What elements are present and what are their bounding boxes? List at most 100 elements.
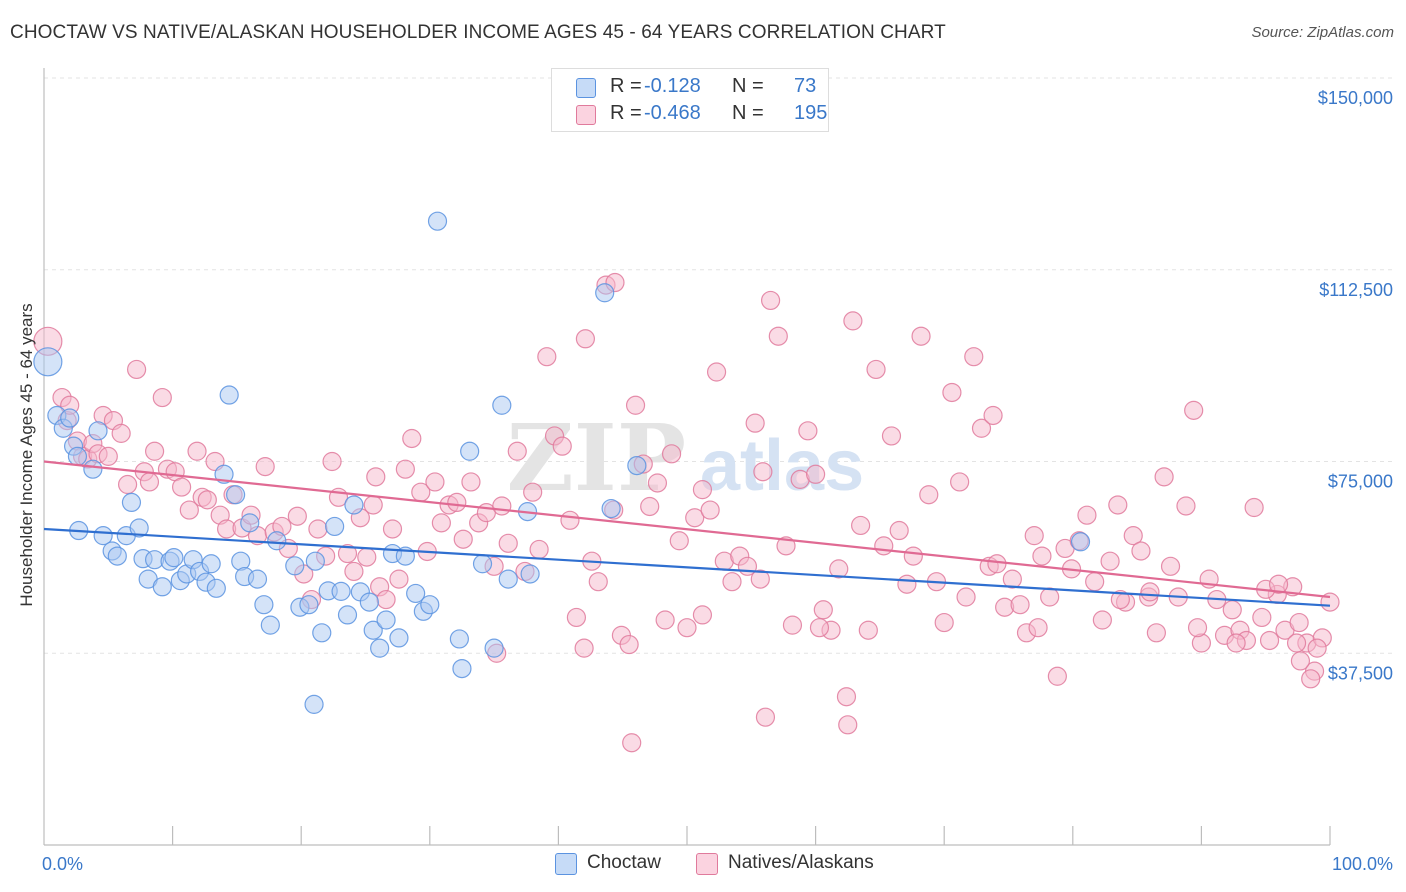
data-point — [164, 548, 184, 568]
data-point — [498, 533, 518, 553]
data-point — [1226, 633, 1246, 653]
data-point — [197, 490, 217, 510]
data-point — [359, 592, 379, 612]
data-point — [950, 472, 970, 492]
data-point — [376, 589, 396, 610]
data-point — [574, 638, 594, 658]
data-point — [1289, 612, 1309, 633]
data-point — [507, 441, 527, 461]
data-point — [144, 441, 165, 461]
data-point — [219, 385, 239, 405]
data-point — [129, 518, 149, 538]
data-point — [1024, 526, 1044, 546]
data-point — [425, 472, 445, 492]
data-point — [460, 441, 480, 461]
data-point — [453, 529, 473, 549]
y-axis-label: Householder Income Ages 45 - 64 years — [17, 303, 36, 606]
legend-n-label: N = — [732, 102, 764, 124]
legend-r-value: -0.128 — [644, 75, 701, 97]
data-point — [1100, 551, 1120, 571]
data-point — [809, 618, 830, 638]
data-point — [201, 554, 221, 574]
data-point — [363, 495, 383, 515]
legend-r-value: -0.468 — [644, 102, 701, 124]
legend-r-label: R = — [610, 75, 642, 97]
data-point — [472, 554, 493, 574]
data-point — [782, 615, 803, 635]
data-point — [139, 472, 160, 492]
data-point — [308, 519, 328, 539]
series-choctaw — [33, 211, 1091, 714]
data-point — [344, 495, 364, 515]
data-point — [889, 520, 909, 541]
data-point — [1146, 623, 1166, 643]
data-point — [117, 474, 138, 495]
data-point — [1252, 607, 1272, 628]
axes — [43, 68, 1331, 846]
data-point — [560, 510, 580, 530]
data-point — [588, 572, 608, 592]
data-point — [1140, 582, 1160, 602]
data-point — [971, 418, 992, 438]
data-point — [1070, 532, 1091, 552]
data-point — [523, 482, 543, 502]
data-point — [254, 595, 274, 615]
data-point — [312, 623, 332, 643]
data-point — [776, 536, 796, 556]
data-point — [152, 387, 172, 408]
data-point — [93, 526, 113, 546]
data-point — [520, 564, 540, 584]
data-point — [805, 464, 826, 484]
data-point — [427, 211, 448, 231]
data-point — [226, 485, 246, 505]
data-point — [1290, 651, 1311, 671]
data-point — [305, 551, 325, 571]
data-point — [1123, 526, 1143, 546]
data-point — [1154, 467, 1174, 487]
data-point — [247, 569, 268, 589]
data-point — [1002, 569, 1022, 589]
data-point — [903, 546, 923, 566]
data-point — [152, 577, 172, 597]
data-point — [798, 421, 818, 441]
data-point — [1307, 638, 1327, 658]
data-point — [60, 408, 80, 428]
data-point — [1077, 505, 1097, 525]
data-point — [851, 515, 871, 536]
legend-swatch-choctaw — [576, 78, 596, 98]
trend-lines — [43, 460, 1331, 607]
data-point — [700, 500, 720, 520]
data-point — [874, 536, 894, 556]
data-point — [1032, 546, 1052, 566]
data-point — [750, 569, 770, 589]
data-point — [760, 290, 781, 311]
data-point — [337, 543, 358, 564]
data-point — [911, 326, 931, 346]
data-point — [406, 583, 426, 604]
data-point — [897, 574, 917, 594]
data-point — [601, 498, 621, 519]
data-point — [98, 446, 118, 466]
data-point — [677, 618, 697, 638]
data-point — [813, 600, 833, 620]
data-point — [431, 513, 451, 533]
data-point — [692, 605, 713, 625]
trend-line — [43, 460, 1331, 599]
data-point — [529, 539, 549, 560]
data-point — [919, 485, 939, 505]
x-tick-label: 100.0% — [1332, 854, 1393, 874]
data-point — [692, 480, 713, 500]
data-point — [187, 441, 207, 461]
data-point — [622, 733, 642, 753]
data-point — [866, 359, 886, 380]
data-point — [768, 326, 788, 346]
data-point — [287, 506, 307, 526]
bottom-legend-swatch-choctaw — [555, 853, 577, 875]
data-point — [331, 581, 351, 601]
data-point — [366, 467, 386, 487]
data-point — [1085, 572, 1105, 592]
data-point — [956, 587, 976, 607]
tick-labels: $37,500 $75,000 $112,500 $150,000 0.0% 100.0% — [42, 88, 1393, 874]
data-point — [595, 283, 615, 303]
data-point — [843, 311, 863, 331]
